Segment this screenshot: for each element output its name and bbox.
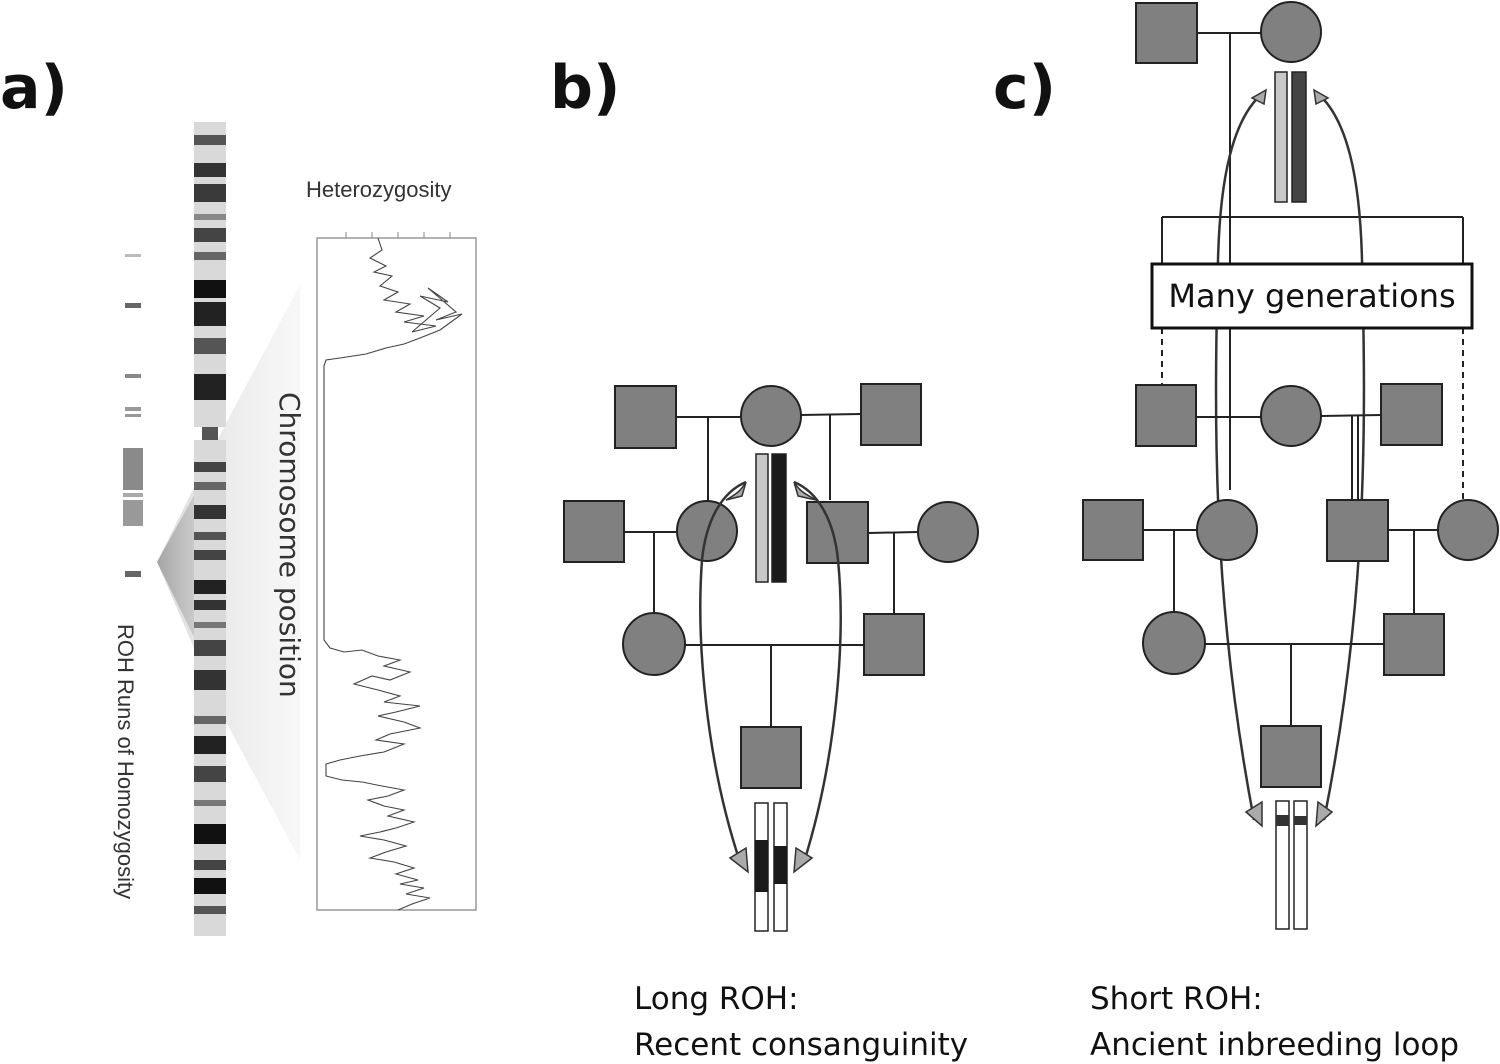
panel-b-founder-male-right xyxy=(860,383,922,446)
panel-b-gen2-female-right xyxy=(917,501,979,563)
heterozygosity-label: Heterozygosity xyxy=(306,177,452,202)
panel-c-light-chromosome xyxy=(1274,71,1288,203)
panel-c-pedigree-lines xyxy=(1143,414,1438,726)
panel-c-founder-male-left xyxy=(1135,384,1197,447)
panel-c-dark-chromosome xyxy=(1291,71,1307,203)
panel-b-proband-chromosomes xyxy=(754,802,788,932)
panel-c-caption-line2: Ancient inbreeding loop xyxy=(1090,1027,1459,1063)
zoom-fan xyxy=(157,285,300,860)
roh-label: ROH Runs of Homozygosity xyxy=(113,624,138,899)
many-generations-label: Many generations xyxy=(1168,277,1455,315)
panel-b-pedigree-lines xyxy=(624,413,919,727)
panel-c-ancient-founder-female xyxy=(1260,1,1322,63)
panel-c-gen2-male-right xyxy=(1326,499,1389,562)
panel-c: c) Many generations xyxy=(993,1,1499,1063)
panel-c-inheritance-arrows xyxy=(1214,88,1366,828)
heterozygosity-plot-frame xyxy=(316,237,477,911)
panel-b-gen3-male xyxy=(863,613,925,676)
panel-c-gen3-male xyxy=(1383,613,1445,676)
panel-b: b) xyxy=(550,53,979,1063)
panel-c-label: c) xyxy=(993,53,1056,123)
panel-b-gen2-male-left xyxy=(563,500,625,563)
panel-a: a) ROH Runs of Homozygosity xyxy=(0,53,477,936)
panel-b-gen3-female xyxy=(622,612,686,676)
heterozygosity-trace xyxy=(323,237,463,911)
panel-c-proband xyxy=(1260,725,1322,788)
roh-marks xyxy=(123,254,143,577)
panel-c-caption-line1: Short ROH: xyxy=(1090,981,1263,1017)
chromosome-ideogram xyxy=(194,122,226,936)
panel-b-caption-line1: Long ROH: xyxy=(634,981,799,1017)
panel-c-gen3-female xyxy=(1142,611,1206,675)
panel-c-gen2-female-right xyxy=(1437,499,1499,561)
panel-c-dashed-lines xyxy=(1161,328,1464,500)
panel-a-label: a) xyxy=(0,53,68,123)
chromosome-position-label: Chromosome position xyxy=(273,392,306,698)
panel-b-label: b) xyxy=(550,53,620,123)
panel-b-founder-male-left xyxy=(614,385,677,449)
panel-c-top-lines xyxy=(1161,32,1464,490)
heterozygosity-ticks xyxy=(345,232,451,238)
panel-b-dark-chromosome xyxy=(771,453,787,583)
panel-b-inheritance-arrows xyxy=(699,480,842,874)
panel-c-gen2-male-left xyxy=(1082,499,1144,561)
panel-c-proband-chromosomes xyxy=(1275,800,1308,930)
panel-c-gen2-female xyxy=(1196,499,1258,561)
panel-c-founder-female xyxy=(1260,385,1322,447)
many-generations-box xyxy=(1150,262,1474,330)
panel-b-founder-female xyxy=(740,385,802,447)
panel-b-proband xyxy=(740,726,802,789)
panel-b-caption-line2: Recent consanguinity xyxy=(634,1027,968,1063)
panel-c-ancient-founder-male xyxy=(1135,2,1198,64)
panel-c-founder-male-right xyxy=(1380,383,1443,446)
panel-b-light-chromosome xyxy=(755,453,769,583)
